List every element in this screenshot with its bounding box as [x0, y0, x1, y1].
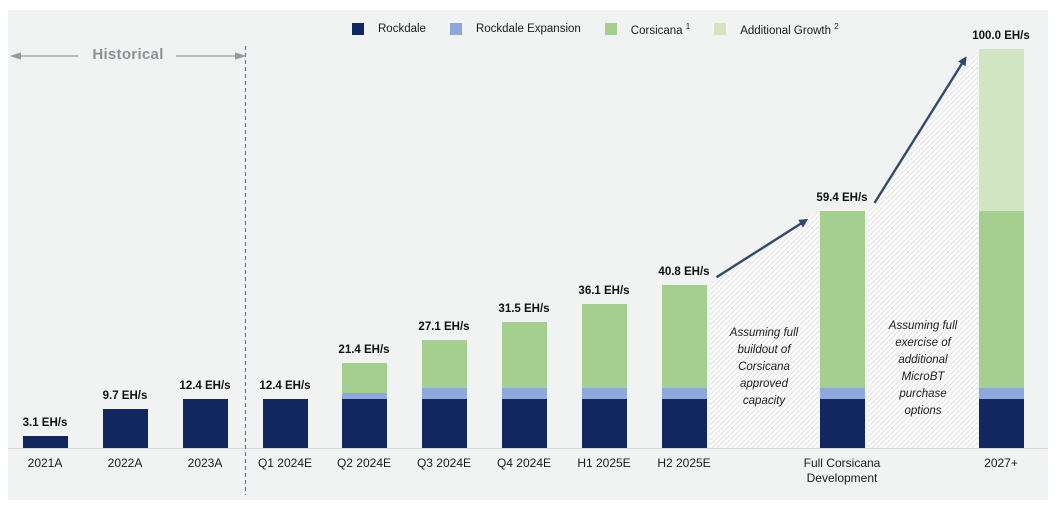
bar-value-label-2021a: 3.1 EH/s: [22, 416, 68, 429]
historical-label: Historical: [92, 46, 164, 63]
bar-segment-additional-growth-2027: [978, 49, 1024, 211]
x-axis-label-2021a: 2021A: [27, 456, 63, 470]
bar-segment-rockdale-expansion-q3-2024e: [421, 388, 467, 399]
bar-segment-rockdale-2021a: [22, 435, 68, 448]
bar-segment-corsicana-full-corsicana-development: [819, 210, 865, 389]
growth-arrow-corsicana: [715, 218, 809, 279]
hatch-areas: [710, 49, 978, 448]
x-axis-label-q4-2024e: Q4 2024E: [496, 456, 552, 470]
bar-segment-corsicana-h2-2025e: [661, 285, 707, 389]
legend-item-corsicana: Corsicana 1: [604, 22, 691, 37]
bar-segment-rockdale-h2-2025e: [661, 398, 707, 448]
bar-segment-rockdale-q2-2024e: [341, 398, 387, 448]
x-axis-label-2022a: 2022A: [107, 456, 143, 470]
legend-item-rockdale: Rockdale: [352, 23, 426, 36]
bar-segment-rockdale-expansion-h2-2025e: [661, 388, 707, 399]
bar-segment-rockdale-2027: [978, 398, 1024, 448]
bar-value-label-2023a: 12.4 EH/s: [179, 379, 231, 392]
legend-swatch-additional-growth: [714, 23, 727, 36]
bar-segment-corsicana-2027: [978, 210, 1024, 389]
bar-segment-rockdale-expansion-2027: [978, 388, 1024, 399]
bar-segment-corsicana-q4-2024e: [501, 322, 547, 389]
legend-label-additional-growth: Additional Growth 2: [740, 22, 839, 37]
x-axis-label-2027: 2027+: [984, 456, 1018, 470]
bar-segment-rockdale-expansion-q4-2024e: [501, 388, 547, 399]
historical-left-arrow: [10, 52, 78, 60]
hatch-area-microbt: [868, 49, 978, 448]
annotation-corsicana-buildout: Assuming full buildout of Corsicana appr…: [729, 327, 799, 407]
x-axis-label-h2-2025e: H2 2025E: [657, 456, 711, 470]
legend-swatch-rockdale: [352, 23, 364, 36]
x-axis-label-q2-2024e: Q2 2024E: [336, 456, 392, 470]
bar-value-label-h2-2025e: 40.8 EH/s: [658, 266, 710, 279]
bar-value-label-2027: 100.0 EH/s: [972, 30, 1030, 42]
x-axis-label-full-corsicana-development: Full Corsicana Development: [803, 456, 881, 485]
bar-segment-rockdale-q1-2024e: [262, 398, 308, 448]
bar-value-label-h1-2025e: 36.1 EH/s: [578, 284, 630, 297]
bar-value-label-q3-2024e: 27.1 EH/s: [418, 320, 470, 333]
x-axis-label-q3-2024e: Q3 2024E: [416, 456, 472, 470]
growth-arrows: [715, 56, 967, 279]
bar-segment-rockdale-2023a: [182, 398, 228, 448]
bar-segment-rockdale-expansion-h1-2025e: [581, 388, 627, 399]
legend-item-rockdale-expansion: Rockdale Expansion: [449, 23, 581, 36]
legend-label-corsicana: Corsicana 1: [630, 22, 691, 37]
x-axis-label-h1-2025e: H1 2025E: [577, 456, 631, 470]
bar-segment-rockdale-q4-2024e: [501, 398, 547, 448]
legend-label-rockdale: Rockdale: [378, 23, 426, 36]
annotation-microbt-options: Assuming full exercise of additional Mic…: [888, 320, 958, 417]
historical-right-arrow: [176, 52, 246, 60]
bar-segment-rockdale-q3-2024e: [421, 398, 467, 448]
x-axis-label-2023a: 2023A: [187, 456, 223, 470]
bar-segment-corsicana-q2-2024e: [341, 362, 387, 393]
legend-swatch-rockdale-expansion: [449, 23, 462, 36]
hatch-area-corsicana: [710, 210, 819, 448]
bar-segment-rockdale-expansion-q2-2024e: [341, 392, 387, 399]
bar-segment-corsicana-q3-2024e: [421, 339, 467, 389]
bar-value-label-full-corsicana-development: 59.4 EH/s: [816, 191, 868, 204]
bar-value-label-q1-2024e: 12.4 EH/s: [259, 379, 311, 392]
x-axis-label-q1-2024e: Q1 2024E: [257, 456, 313, 470]
bar-value-label-q2-2024e: 21.4 EH/s: [338, 343, 390, 356]
legend-item-additional-growth: Additional Growth 2: [714, 22, 839, 37]
bar-value-label-q4-2024e: 31.5 EH/s: [498, 303, 550, 316]
legend-label-rockdale-expansion: Rockdale Expansion: [475, 23, 581, 36]
legend: Rockdale Rockdale Expansion Corsicana 1 Add…: [352, 22, 839, 37]
bar-segment-rockdale-full-corsicana-development: [819, 398, 865, 448]
legend-swatch-corsicana: [604, 23, 617, 36]
bar-segment-rockdale-h1-2025e: [581, 398, 627, 448]
bar-value-label-2022a: 9.7 EH/s: [102, 390, 148, 403]
bar-segment-corsicana-h1-2025e: [581, 303, 627, 389]
bar-segment-rockdale-2022a: [102, 409, 148, 448]
bar-segment-rockdale-expansion-full-corsicana-development: [819, 388, 865, 399]
growth-arrow-microbt: [873, 56, 967, 204]
